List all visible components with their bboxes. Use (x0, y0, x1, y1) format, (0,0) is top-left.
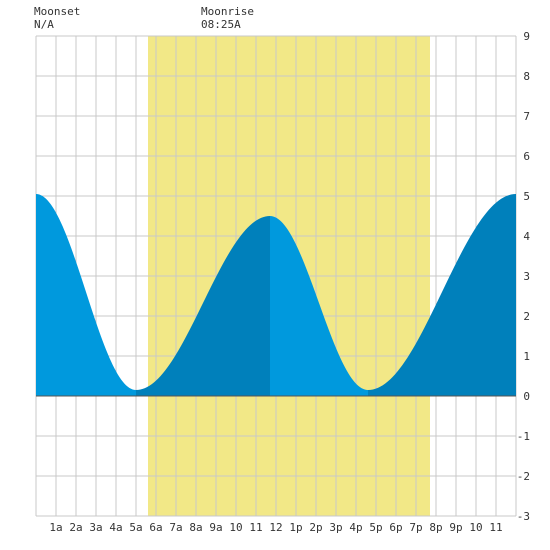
y-tick-label: -3 (517, 510, 530, 523)
x-tick-label: 11 (489, 521, 502, 534)
falling-tide-segment (36, 194, 136, 396)
x-tick-label: 4p (349, 521, 362, 534)
x-tick-label: 5a (129, 521, 142, 534)
x-tick-label: 6p (389, 521, 402, 534)
y-tick-label: 3 (523, 270, 530, 283)
y-tick-label: 1 (523, 350, 530, 363)
x-tick-label: 8p (429, 521, 442, 534)
y-tick-label: -1 (517, 430, 530, 443)
moonset-value: N/A (34, 18, 54, 31)
y-tick-label: 5 (523, 190, 530, 203)
x-tick-label: 12 (269, 521, 282, 534)
x-tick-label: 7p (409, 521, 422, 534)
tide-area (36, 194, 516, 396)
x-tick-label: 2a (69, 521, 82, 534)
x-axis-tick-labels: 1a 2a 3a 4a 5a 6a 7a 8a 9a 10 11 12 1p 2p 3p 4p 5p 6p 7p 8p… (49, 521, 502, 534)
x-tick-label: 1a (49, 521, 62, 534)
x-tick-label: 7a (169, 521, 182, 534)
x-tick-label: 2p (309, 521, 322, 534)
x-tick-label: 8a (189, 521, 202, 534)
rising-tide-segment (136, 216, 270, 396)
x-tick-label: 6a (149, 521, 162, 534)
x-tick-label: 9p (449, 521, 462, 534)
y-tick-label: 2 (523, 310, 530, 323)
moonrise-value: 08:25A (201, 18, 241, 31)
y-tick-label: 0 (523, 390, 530, 403)
moonset-label: Moonset (34, 5, 80, 18)
x-tick-label: 4a (109, 521, 122, 534)
x-tick-label: 3a (89, 521, 102, 534)
y-tick-label: 9 (523, 30, 530, 43)
x-tick-label: 9a (209, 521, 222, 534)
y-tick-label: 8 (523, 70, 530, 83)
y-tick-label: 7 (523, 110, 530, 123)
x-tick-label: 11 (249, 521, 262, 534)
x-tick-label: 10 (469, 521, 482, 534)
y-tick-label: 6 (523, 150, 530, 163)
x-tick-label: 5p (369, 521, 382, 534)
x-tick-label: 3p (329, 521, 342, 534)
y-tick-label: 4 (523, 230, 530, 243)
x-tick-label: 10 (229, 521, 242, 534)
y-axis-tick-labels: -3 -2 -1 0 1 2 3 4 5 6 7 8 9 (517, 30, 531, 523)
x-tick-label: 1p (289, 521, 302, 534)
y-tick-label: -2 (517, 470, 530, 483)
rising-tide-segment (368, 194, 516, 396)
falling-tide-segment (270, 216, 368, 396)
moonrise-label: Moonrise (201, 5, 254, 18)
